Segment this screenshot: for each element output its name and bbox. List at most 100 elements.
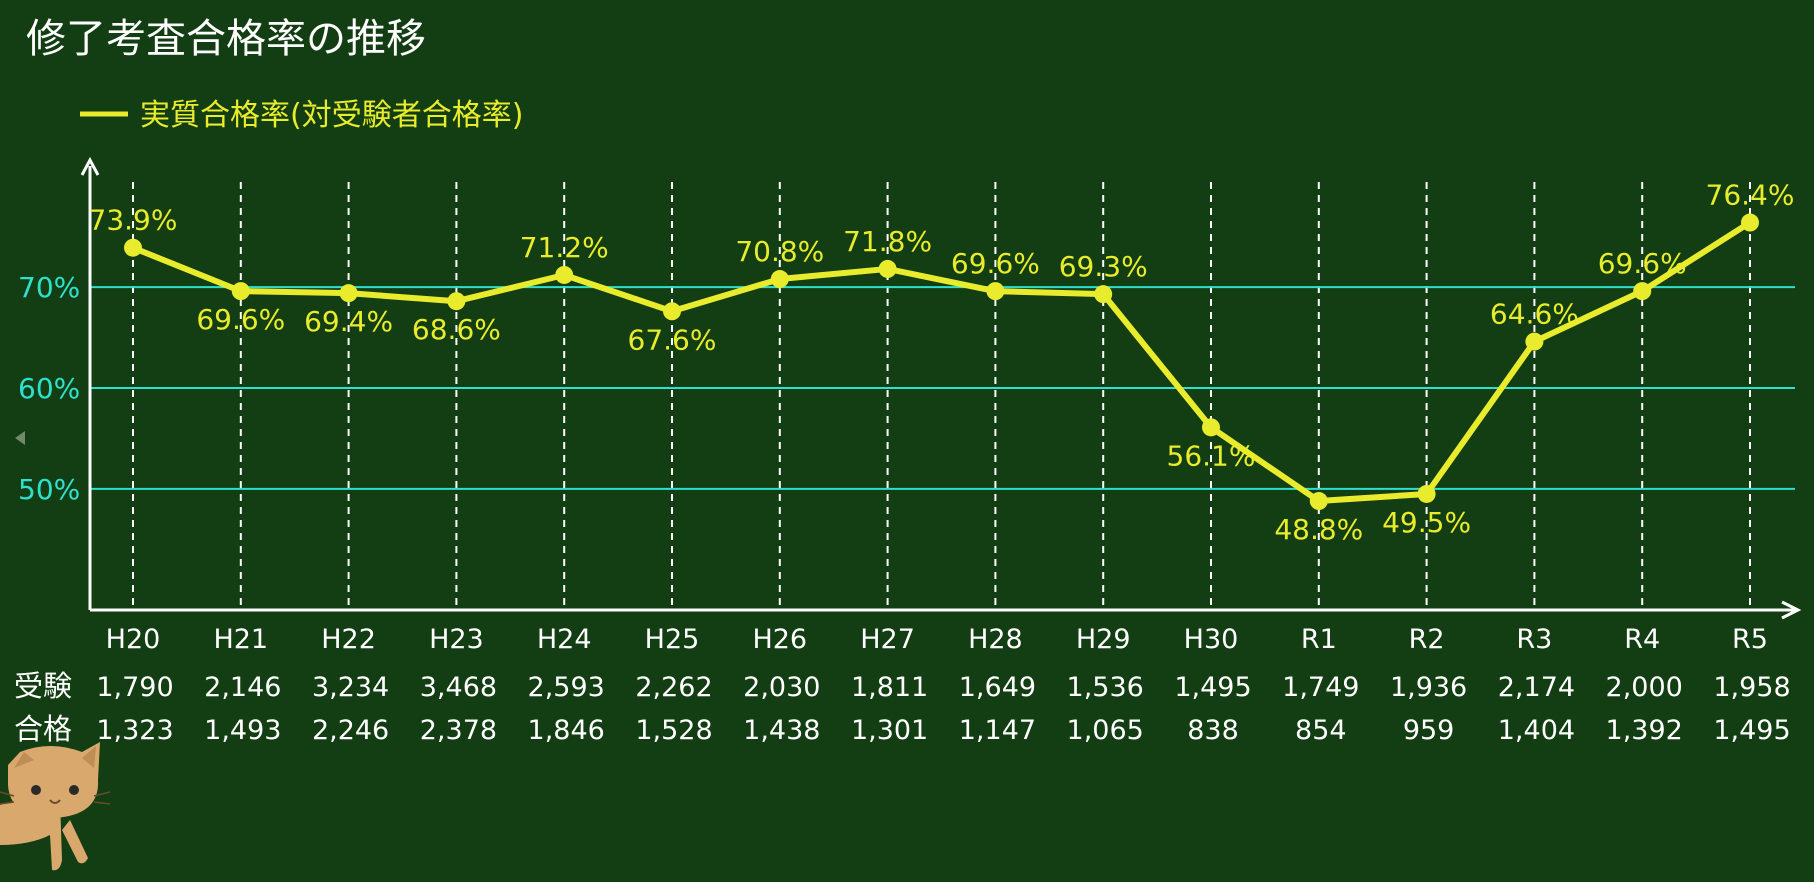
table-cell: 838 — [1187, 715, 1239, 746]
x-tick-label: H22 — [321, 624, 376, 655]
table-cell: 3,468 — [420, 672, 497, 703]
table-cell: 1,493 — [204, 715, 281, 746]
data-label-H28: 69.6% — [951, 247, 1040, 280]
x-tick-label: R5 — [1732, 624, 1768, 655]
data-label-R2: 49.5% — [1382, 506, 1471, 539]
table-row-header: 受験 — [14, 669, 72, 703]
table-cell: 1,147 — [959, 715, 1036, 746]
data-point-H28 — [986, 282, 1005, 301]
table-cell: 1,301 — [851, 715, 928, 746]
table-cell: 2,146 — [204, 672, 281, 703]
data-label-H25: 67.6% — [628, 323, 717, 356]
table-cell: 1,438 — [743, 715, 820, 746]
data-label-H22: 69.4% — [304, 305, 393, 338]
x-tick-label: H25 — [645, 624, 700, 655]
data-point-H22 — [339, 284, 358, 303]
axes — [80, 156, 1802, 620]
table-cell: 1,958 — [1713, 672, 1790, 703]
chart-title: 修了考査合格率の推移 — [26, 16, 426, 62]
data-label-H21: 69.6% — [196, 303, 285, 336]
data-point-H30 — [1202, 418, 1220, 437]
table-cell: 2,378 — [420, 715, 497, 746]
y-tick-label: 70% — [18, 271, 80, 304]
x-tick-label: R4 — [1624, 624, 1660, 655]
data-label-H24: 71.2% — [520, 231, 609, 264]
data-label-H23: 68.6% — [412, 313, 501, 346]
data-label-R1: 48.8% — [1274, 513, 1363, 546]
y-ticks: 50% 60% 70% — [18, 271, 80, 506]
x-tick-label: H24 — [537, 624, 592, 655]
data-point-H20 — [124, 238, 142, 257]
cat-mascot-icon — [0, 742, 111, 871]
data-label-H29: 69.3% — [1059, 250, 1148, 283]
table-cell: 1,495 — [1174, 672, 1251, 703]
table-cell: 959 — [1403, 715, 1455, 746]
legend-label: 実質合格率(対受験者合格率) — [140, 98, 523, 133]
data-point-R5 — [1741, 213, 1759, 232]
data-point-H23 — [447, 292, 466, 311]
data-point-H27 — [878, 259, 897, 278]
x-tick-label: H23 — [429, 624, 484, 655]
table-cell: 1,790 — [96, 672, 173, 703]
x-tick-label: H27 — [860, 624, 915, 655]
data-point-H25 — [663, 302, 681, 321]
x-tick-label: R1 — [1301, 624, 1337, 655]
table-cell: 1,495 — [1713, 715, 1790, 746]
table-cell: 2,593 — [528, 672, 605, 703]
table-cell: 2,246 — [312, 715, 389, 746]
table-cell: 1,323 — [96, 715, 173, 746]
table-cell: 1,749 — [1282, 672, 1359, 703]
data-point-R4 — [1633, 282, 1652, 301]
table-cell: 2,000 — [1606, 672, 1683, 703]
x-tick-label: H21 — [213, 624, 268, 655]
data-point-H26 — [770, 270, 789, 289]
legend: 実質合格率(対受験者合格率) — [80, 98, 523, 133]
data-point-R2 — [1417, 484, 1436, 503]
table-cell: 1,811 — [851, 672, 928, 703]
count-table: 受験 1,790 2,146 3,234 3,468 2,593 2,262 2,030 1,8… — [14, 669, 1791, 746]
series-polyline — [131, 219, 1752, 505]
table-cell: 1,936 — [1390, 672, 1467, 703]
x-tick-label: H30 — [1184, 624, 1239, 655]
x-tick-label: R3 — [1516, 624, 1552, 655]
x-tick-label: H20 — [106, 624, 161, 655]
table-cell: 1,649 — [959, 672, 1036, 703]
table-cell: 1,404 — [1498, 715, 1575, 746]
table-cell: 2,030 — [743, 672, 820, 703]
x-axis-arrow-icon — [1781, 600, 1802, 620]
data-label-R5: 76.4% — [1706, 179, 1795, 212]
data-label-H20: 73.9% — [89, 204, 178, 237]
x-tick-label: R2 — [1409, 624, 1445, 655]
data-label-R4: 69.6% — [1598, 247, 1687, 280]
table-cell: 1,846 — [528, 715, 605, 746]
data-label-H30: 56.1% — [1167, 439, 1256, 472]
data-point-R3 — [1525, 332, 1544, 351]
table-cell: 3,234 — [312, 672, 389, 703]
x-tick-label: H28 — [968, 624, 1023, 655]
y-axis-arrow-icon — [80, 156, 100, 176]
data-label-H26: 70.8% — [735, 235, 824, 268]
table-cell: 1,528 — [635, 715, 712, 746]
series-line: 73.9% 69.6% 69.4% 68.6% 71.2% 67.6% 70.8% 71.8%… — [89, 179, 1795, 547]
data-point-R1 — [1309, 492, 1328, 511]
data-point-H24 — [555, 265, 574, 284]
y-tick-label: 60% — [18, 372, 80, 405]
table-cell: 2,174 — [1498, 672, 1575, 703]
x-tick-label: H29 — [1076, 624, 1131, 655]
data-point-H29 — [1094, 285, 1113, 304]
table-cell: 854 — [1295, 715, 1347, 746]
y-tick-label: 50% — [18, 473, 80, 506]
data-label-H27: 71.8% — [843, 225, 932, 258]
table-cell: 1,536 — [1067, 672, 1144, 703]
table-cell: 1,065 — [1067, 715, 1144, 746]
x-ticks: H20 H21 H22 H23 H24 H25 H26 H27 H28 H29 H30 R1 R2 R3 R… — [106, 624, 1768, 655]
x-tick-label: H26 — [752, 624, 807, 655]
table-cell: 1,392 — [1606, 715, 1683, 746]
data-label-R3: 64.6% — [1490, 298, 1579, 331]
table-cell: 2,262 — [635, 672, 712, 703]
table-row-header: 合格 — [14, 712, 72, 746]
data-point-H21 — [231, 282, 250, 301]
left-arrow-icon[interactable] — [15, 431, 25, 445]
grid — [90, 182, 1795, 608]
